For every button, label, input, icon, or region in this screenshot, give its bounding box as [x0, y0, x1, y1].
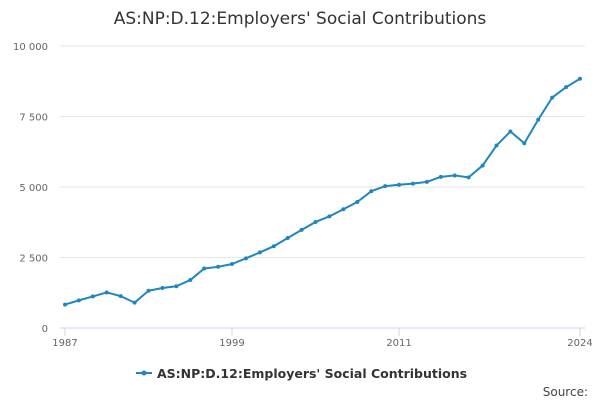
data-point[interactable]	[355, 199, 360, 204]
data-point[interactable]	[564, 85, 569, 90]
data-point[interactable]	[424, 179, 429, 184]
data-point[interactable]	[271, 244, 276, 249]
legend[interactable]: AS:NP:D.12:Employers' Social Contributio…	[136, 366, 467, 381]
y-tick-label: 7 500	[19, 113, 48, 124]
y-tick-label: 10 000	[13, 42, 48, 53]
data-point[interactable]	[90, 294, 95, 299]
data-point[interactable]	[508, 129, 513, 134]
data-point[interactable]	[494, 143, 499, 148]
data-point[interactable]	[313, 219, 318, 224]
series-line	[64, 77, 581, 306]
data-point[interactable]	[410, 181, 415, 186]
data-point[interactable]	[202, 266, 207, 271]
data-point[interactable]	[522, 141, 527, 146]
data-point[interactable]	[550, 95, 555, 100]
data-point[interactable]	[536, 117, 541, 122]
data-point[interactable]	[466, 175, 471, 180]
chart-title: AS:NP:D.12:Employers' Social Contributio…	[114, 9, 487, 29]
y-tick-label: 2 500	[19, 254, 48, 265]
data-point[interactable]	[132, 300, 137, 305]
y-axis: 0 2 500 5 000 7 500 10 000	[13, 42, 48, 335]
data-point[interactable]	[174, 284, 179, 289]
data-point[interactable]	[160, 285, 165, 290]
data-point[interactable]	[146, 288, 151, 293]
data-point[interactable]	[188, 278, 193, 283]
y-tick-label: 0	[42, 324, 48, 335]
data-point[interactable]	[118, 294, 123, 299]
data-point[interactable]	[369, 189, 374, 194]
data-point[interactable]	[438, 174, 443, 179]
data-point[interactable]	[63, 302, 67, 307]
y-tick-label: 5 000	[19, 183, 48, 194]
data-point[interactable]	[76, 298, 81, 303]
data-point[interactable]	[341, 207, 346, 212]
data-point[interactable]	[452, 173, 457, 178]
x-tick-label: 2011	[386, 338, 411, 349]
data-point[interactable]	[578, 76, 582, 81]
source-label: Source:	[543, 385, 588, 399]
x-axis: 1987 1999 2011 2024	[52, 328, 593, 349]
series-layer	[63, 76, 582, 307]
data-point[interactable]	[230, 261, 235, 266]
data-point[interactable]	[257, 250, 262, 255]
data-point[interactable]	[104, 290, 109, 295]
data-point[interactable]	[299, 227, 304, 232]
x-tick-label: 1999	[219, 338, 244, 349]
data-point[interactable]	[480, 163, 485, 168]
x-tick-label: 1987	[52, 338, 77, 349]
data-point[interactable]	[397, 182, 402, 187]
data-point[interactable]	[216, 264, 221, 269]
gridlines	[60, 45, 585, 258]
x-tick-label: 2024	[567, 338, 592, 349]
legend-series-label: AS:NP:D.12:Employers' Social Contributio…	[157, 366, 467, 381]
data-point[interactable]	[327, 214, 332, 219]
data-point[interactable]	[285, 236, 290, 241]
data-point[interactable]	[243, 256, 248, 261]
legend-point-marker	[141, 370, 147, 376]
data-point[interactable]	[383, 184, 388, 189]
